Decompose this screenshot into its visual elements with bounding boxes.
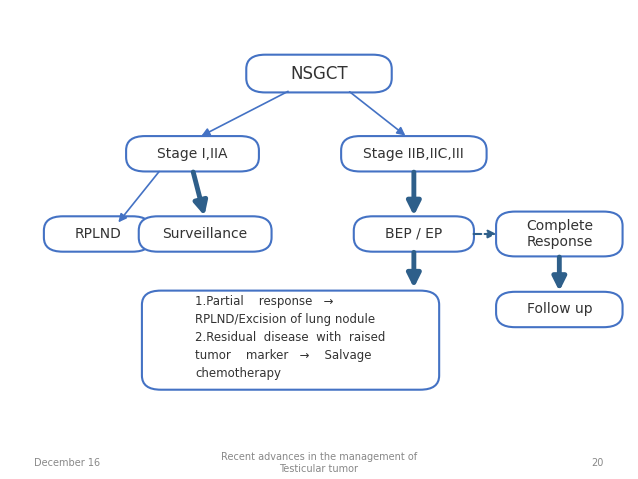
Text: BEP / EP: BEP / EP — [385, 227, 443, 241]
FancyBboxPatch shape — [354, 217, 474, 251]
FancyBboxPatch shape — [246, 55, 392, 92]
FancyBboxPatch shape — [341, 136, 487, 171]
Text: 1.Partial    response   →
RPLND/Excision of lung nodule
2.Residual  disease  wit: 1.Partial response → RPLND/Excision of l… — [195, 295, 386, 380]
Text: NSGCT: NSGCT — [290, 65, 348, 82]
Text: RPLND: RPLND — [74, 227, 121, 241]
Text: December 16: December 16 — [34, 458, 101, 468]
Text: Complete
Response: Complete Response — [526, 219, 593, 249]
FancyBboxPatch shape — [126, 136, 259, 171]
FancyBboxPatch shape — [142, 291, 439, 390]
Text: Stage IIB,IIC,III: Stage IIB,IIC,III — [364, 147, 464, 161]
Text: Stage I,IIA: Stage I,IIA — [157, 147, 228, 161]
Text: Recent advances in the management of
Testicular tumor: Recent advances in the management of Tes… — [221, 452, 417, 474]
FancyBboxPatch shape — [138, 217, 272, 251]
FancyBboxPatch shape — [496, 292, 623, 327]
Text: Follow up: Follow up — [526, 303, 592, 317]
Text: 20: 20 — [591, 458, 604, 468]
FancyBboxPatch shape — [44, 217, 151, 251]
Text: Surveillance: Surveillance — [163, 227, 248, 241]
FancyBboxPatch shape — [496, 212, 623, 256]
